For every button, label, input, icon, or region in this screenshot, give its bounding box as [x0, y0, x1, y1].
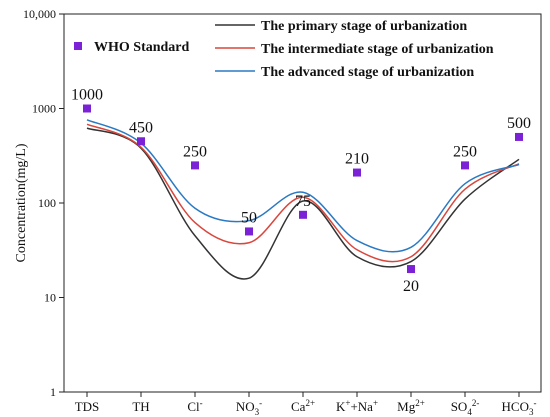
x-tick-label: TDS [75, 399, 100, 414]
x-tick-label: NO3- [236, 398, 262, 417]
who-marker [245, 227, 253, 236]
who-value-label: 500 [507, 115, 531, 132]
x-axis: TDS TH Cl- NO3- Ca2+ K++Na+ Mg2+ SO42- HCO3- [75, 392, 537, 417]
who-value-label: 250 [183, 143, 207, 160]
who-value-label: 250 [453, 143, 477, 160]
x-tick-label: SO42- [451, 398, 480, 417]
who-marker [461, 161, 469, 170]
who-marker [407, 265, 415, 274]
x-tick-label: K++Na+ [336, 398, 378, 414]
y-tick-label: 100 [38, 196, 56, 210]
legend-label-3: The advanced stage of urbanization [261, 65, 474, 80]
x-tick-label: Ca2+ [291, 398, 315, 414]
series-line-1 [86, 127, 520, 280]
y-tick-label: 10 [44, 291, 56, 305]
who-value-label: 20 [403, 278, 419, 295]
who-marker [353, 168, 361, 177]
who-marker [515, 132, 523, 141]
who-standard-markers: 1000 450 250 50 75 210 20 250 500 [71, 87, 531, 296]
series-line-2 [86, 123, 520, 263]
x-tick-label: Cl- [187, 398, 202, 414]
y-axis: 1 10 100 1000 10,000 [23, 7, 64, 399]
series-line-3 [86, 119, 520, 253]
who-value-label: 450 [129, 119, 153, 136]
who-value-label: 210 [345, 151, 369, 168]
who-value-label: 50 [241, 209, 257, 226]
y-tick-label: 1000 [32, 102, 56, 116]
y-tick-label: 1 [50, 385, 56, 399]
x-tick-label: TH [132, 399, 149, 414]
y-axis-title: Concentration(mg/L) [14, 143, 29, 262]
who-marker [191, 161, 199, 170]
who-value-label: 1000 [71, 87, 103, 104]
legend-label-1: The primary stage of urbanization [261, 19, 467, 34]
series-lines [86, 119, 520, 280]
x-tick-label: Mg2+ [397, 398, 425, 414]
legend-who-marker [74, 42, 82, 50]
legend-label-2: The intermediate stage of urbanization [261, 42, 494, 57]
legend-who-label: WHO Standard [94, 40, 190, 55]
who-value-label: 75 [295, 193, 311, 210]
who-marker [83, 104, 91, 113]
x-tick-label: HCO3- [502, 398, 537, 417]
who-marker [137, 137, 145, 146]
who-marker [299, 210, 307, 219]
y-tick-label: 10,000 [23, 7, 56, 21]
legend: WHO Standard The primary stage of urbaniz… [74, 19, 494, 80]
